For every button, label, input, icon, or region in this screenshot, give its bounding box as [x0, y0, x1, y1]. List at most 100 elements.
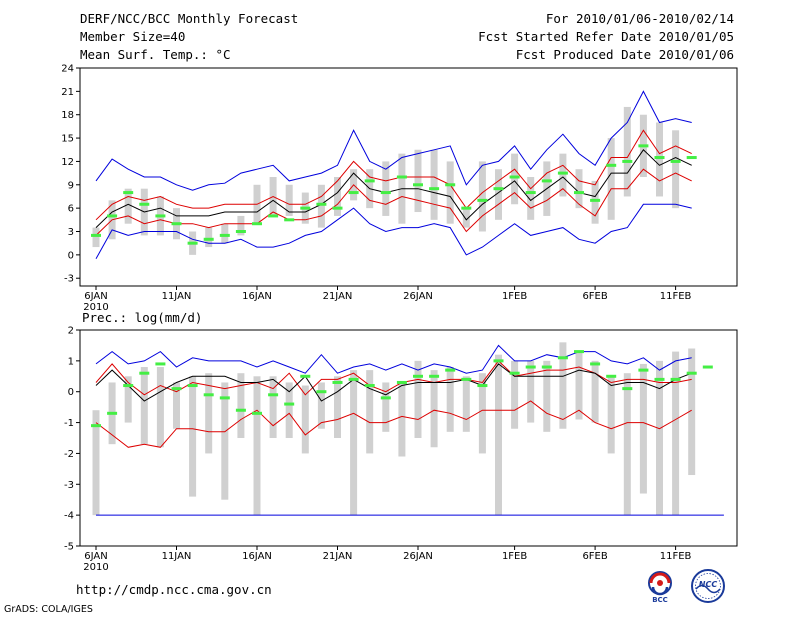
member-mark — [413, 374, 423, 378]
spread-box — [543, 360, 551, 432]
spread-box — [269, 376, 277, 438]
spread-box — [398, 382, 406, 457]
member-mark — [541, 365, 552, 369]
series-mean-line — [95, 363, 692, 402]
forecast-period: For 2010/01/06-2010/02/14 — [545, 11, 734, 26]
member-mark — [574, 191, 584, 195]
member-mark — [139, 371, 150, 375]
y-tick-label: 3 — [68, 227, 74, 238]
spread-box — [575, 169, 583, 209]
spread-box — [446, 367, 454, 432]
spread-box — [623, 106, 631, 197]
member-mark — [187, 384, 198, 388]
member-mark — [284, 402, 295, 406]
ncc-logo-icon: NCC — [691, 569, 725, 603]
spread-box — [559, 342, 567, 429]
spread-box — [511, 153, 519, 205]
member-mark — [203, 237, 214, 241]
forecast-start-date: Fcst Started Refer Date 2010/01/05 — [478, 29, 734, 44]
member-mark — [171, 387, 182, 391]
member-mark — [541, 179, 552, 183]
y-tick-label: -2 — [64, 449, 74, 460]
spread-box — [414, 149, 422, 213]
spread-box — [688, 348, 696, 476]
source-url[interactable]: http://cmdp.ncc.cma.gov.cn — [76, 582, 272, 597]
member-mark — [332, 380, 343, 384]
y-tick-label: -5 — [64, 542, 74, 553]
x-tick-label: 1FEB — [502, 551, 527, 562]
spread-box — [205, 373, 213, 454]
series-min-line — [95, 203, 692, 260]
member-mark — [123, 384, 134, 388]
spread-box — [591, 360, 599, 423]
member-mark — [316, 390, 327, 394]
member-mark — [396, 380, 407, 384]
y-tick-label: 9 — [68, 180, 74, 191]
spread-box — [414, 360, 422, 438]
spread-box — [156, 367, 164, 448]
member-mark — [622, 159, 633, 163]
spread-box — [639, 363, 647, 494]
spread-box — [285, 184, 293, 216]
series-max-line — [95, 90, 692, 191]
member-mark — [557, 171, 568, 175]
member-mark — [332, 206, 343, 210]
x-tick-label: 21JAN — [323, 291, 353, 302]
spread-box — [656, 360, 663, 516]
spread-box — [221, 223, 229, 244]
spread-box — [495, 354, 502, 516]
spread-box — [382, 161, 390, 216]
x-tick-label: 11JAN — [162, 291, 192, 302]
member-mark — [139, 202, 150, 206]
x-tick-label: 6FEB — [582, 551, 607, 562]
spread-box — [205, 227, 213, 248]
spread-box — [366, 370, 374, 454]
spread-box — [511, 360, 519, 429]
member-mark — [219, 233, 230, 237]
member-mark — [429, 374, 440, 378]
member-mark — [461, 377, 472, 381]
series-mean-line — [95, 149, 692, 228]
member-mark — [638, 368, 649, 372]
bcc-logo-icon: BCC — [648, 571, 672, 604]
spread-box — [430, 370, 438, 448]
x-tick-label: 1FEB — [502, 291, 527, 302]
y-tick-label: -1 — [64, 418, 74, 429]
spread-box — [607, 376, 615, 454]
spread-box — [446, 161, 454, 224]
y-tick-label: -3 — [64, 480, 74, 491]
x-tick-label: 6JAN — [84, 291, 107, 302]
spread-box — [527, 177, 535, 220]
member-mark — [235, 408, 246, 412]
member-mark — [461, 206, 472, 210]
member-mark — [91, 424, 101, 428]
member-mark — [574, 350, 584, 354]
spread-box — [382, 382, 390, 432]
spread-box — [92, 410, 100, 516]
member-mark — [219, 396, 230, 400]
member-mark — [380, 396, 391, 400]
y-tick-label: 15 — [61, 134, 74, 145]
member-mark — [364, 384, 375, 388]
member-mark — [348, 377, 359, 381]
member-mark — [509, 371, 520, 375]
spread-box — [478, 161, 486, 232]
member-mark — [123, 191, 134, 195]
member-mark — [702, 365, 713, 369]
member-mark — [477, 384, 488, 388]
spread-box — [189, 376, 197, 497]
y-tick-label: 1 — [68, 356, 74, 367]
spread-box — [221, 382, 229, 500]
spread-box — [92, 227, 100, 248]
member-mark — [171, 222, 182, 226]
member-mark — [477, 198, 488, 202]
series-max-line — [95, 344, 692, 374]
member-mark — [493, 359, 504, 363]
member-mark — [638, 144, 649, 148]
x-year-label: 2010 — [83, 562, 108, 573]
member-mark — [670, 159, 681, 163]
forecast-produced-date: Fcst Produced Date 2010/01/06 — [515, 47, 734, 62]
x-tick-label: 11FEB — [660, 551, 692, 562]
member-mark — [493, 187, 504, 191]
